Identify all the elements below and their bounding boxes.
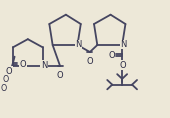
- Text: O: O: [5, 67, 12, 76]
- Text: O: O: [20, 60, 26, 69]
- Text: O: O: [3, 76, 9, 84]
- Text: O: O: [1, 84, 7, 93]
- Text: O: O: [119, 61, 126, 70]
- Text: N: N: [41, 61, 47, 70]
- Text: N: N: [76, 40, 82, 49]
- Text: O: O: [57, 71, 63, 80]
- Text: O: O: [87, 57, 93, 66]
- Text: O: O: [108, 51, 115, 60]
- Text: N: N: [120, 40, 127, 49]
